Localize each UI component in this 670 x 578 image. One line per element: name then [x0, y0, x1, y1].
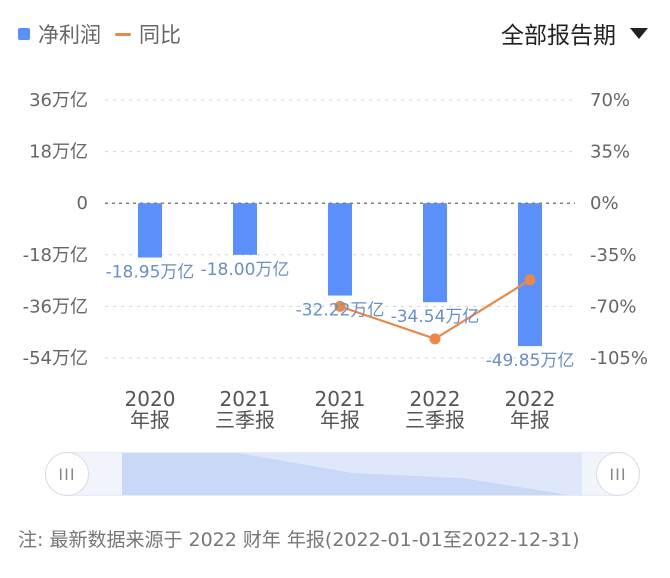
- legend-label-net-profit: 净利润: [38, 23, 101, 47]
- x-tick-label-year: 2020: [125, 387, 176, 411]
- x-tick-label-year: 2022: [410, 387, 461, 411]
- y-left-tick-label: -36万亿: [23, 296, 88, 317]
- x-tick-label-report: 年报: [320, 408, 360, 432]
- y-right-tick-label: 70%: [590, 90, 630, 111]
- bar: [233, 203, 257, 255]
- x-tick-label-report: 三季报: [215, 408, 275, 432]
- y-left-tick-label: -18万亿: [23, 245, 88, 266]
- slider-right-handle[interactable]: III: [596, 452, 640, 496]
- y-right-tick-label: -35%: [590, 245, 637, 266]
- y-left-tick-label: -54万亿: [23, 348, 88, 369]
- bar-swatch-icon: [18, 28, 30, 40]
- slider-left-handle[interactable]: III: [45, 452, 89, 496]
- x-tick-label-report: 年报: [130, 408, 170, 432]
- data-source-note: 注: 最新数据来源于 2022 财年 年报(2022-01-01至2022-12…: [18, 529, 580, 551]
- range-slider[interactable]: III III: [45, 452, 640, 496]
- report-period-dropdown[interactable]: 全部报告期: [501, 16, 648, 50]
- x-tick-label-year: 2021: [220, 387, 271, 411]
- x-tick-label-report: 年报: [510, 408, 550, 432]
- net-profit-chart: 36万亿 70% 18万亿 35% 0 0% -18万亿 -35% -36万亿 -70% -54万亿…: [23, 90, 648, 432]
- caret-down-icon: [630, 27, 648, 39]
- yoy-point: [334, 300, 346, 312]
- x-tick-label-year: 2022: [505, 387, 556, 411]
- bar-value-label: -32.22万亿: [296, 301, 385, 321]
- bar-value-label: -18.00万亿: [201, 260, 290, 280]
- x-tick-label-report: 三季报: [405, 408, 465, 432]
- y-left-tick-label: 36万亿: [29, 90, 88, 111]
- yoy-point: [429, 333, 441, 345]
- y-right-tick-label: 0%: [590, 193, 619, 214]
- bar: [423, 203, 447, 303]
- y-right-tick-label: 35%: [590, 142, 630, 163]
- grip-icon: III: [58, 464, 76, 484]
- legend-label-yoy: 同比: [139, 23, 181, 47]
- bar-value-label: -34.54万亿: [391, 307, 480, 327]
- slider-preview-shape: [122, 453, 570, 495]
- line-swatch-icon: [115, 32, 131, 36]
- legend-item-yoy[interactable]: 同比: [115, 19, 181, 49]
- chart-legend: 净利润 同比: [18, 20, 181, 48]
- y-left-tick-label: 18万亿: [29, 142, 88, 163]
- bar-value-label: -18.95万亿: [106, 263, 195, 283]
- legend-item-net-profit[interactable]: 净利润: [18, 19, 101, 49]
- bar-value-label: -49.85万亿: [486, 351, 575, 371]
- y-left-tick-label: 0: [77, 193, 88, 214]
- report-period-label: 全部报告期: [501, 23, 616, 49]
- slider-selected-window[interactable]: [122, 453, 582, 495]
- y-right-tick-label: -105%: [590, 348, 648, 369]
- bar: [328, 203, 352, 296]
- x-tick-label-year: 2021: [315, 387, 366, 411]
- yoy-point: [524, 274, 536, 286]
- slider-track: [45, 452, 640, 496]
- y-right-tick-label: -70%: [590, 296, 637, 317]
- grip-icon: III: [609, 464, 627, 484]
- bar: [138, 203, 162, 258]
